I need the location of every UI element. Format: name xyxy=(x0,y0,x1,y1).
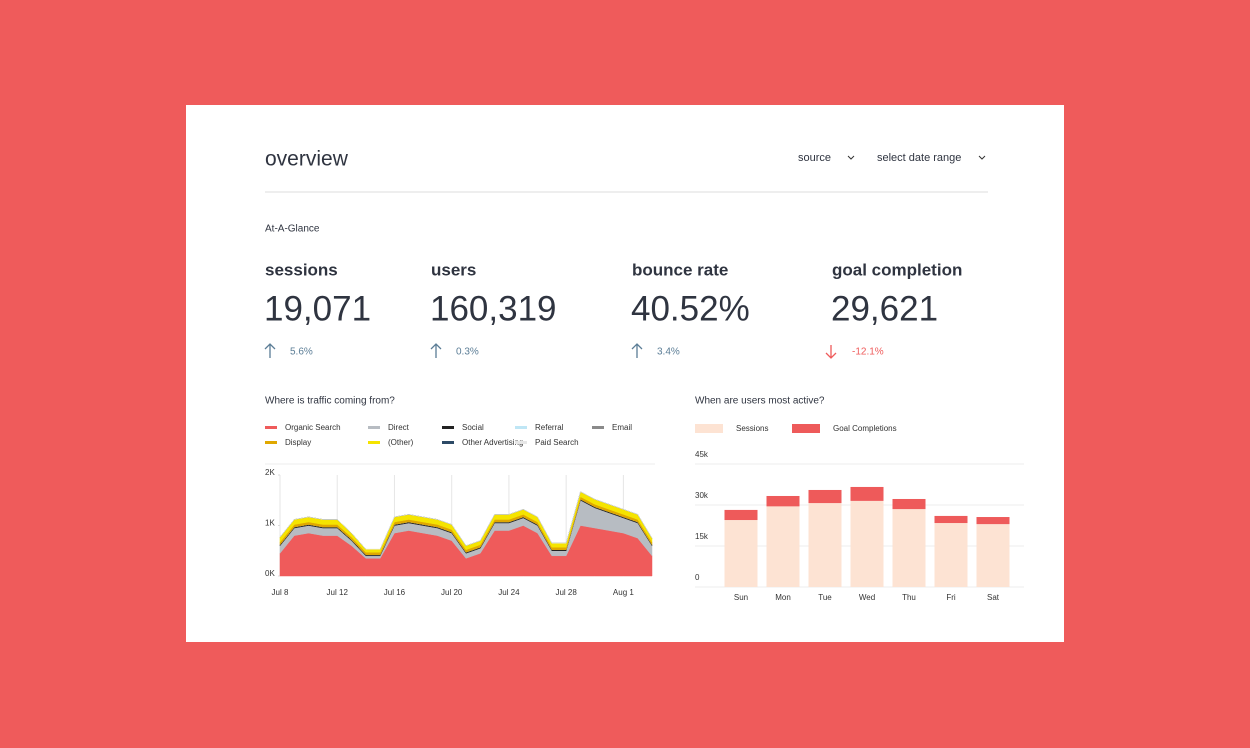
area xyxy=(279,491,653,550)
y-tick-label: 1K xyxy=(265,519,275,528)
kpi-value: 19,071 xyxy=(264,289,371,328)
kpi-value: 29,621 xyxy=(831,289,938,328)
trend-arrow xyxy=(825,345,837,359)
legend-label: Organic Search xyxy=(285,423,341,432)
bar xyxy=(850,500,884,587)
y-tick-label: 45k xyxy=(695,450,709,459)
chevron[interactable] xyxy=(847,155,855,160)
trend-arrow xyxy=(430,343,442,358)
legend-label: Social xyxy=(462,423,484,432)
bar xyxy=(976,524,1010,587)
legend-swatch xyxy=(592,426,604,429)
x-tick-label: Jul 28 xyxy=(555,588,577,597)
y-tick-label: 15k xyxy=(695,532,709,541)
kpi-change: 0.3% xyxy=(456,347,479,358)
chevron[interactable] xyxy=(978,155,986,160)
legend-swatch xyxy=(442,426,454,429)
bar xyxy=(808,503,842,587)
x-tick-label: Jul 12 xyxy=(327,588,349,597)
legend-label: (Other) xyxy=(388,438,414,447)
x-tick-label: Mon xyxy=(775,593,791,602)
x-tick-label: Thu xyxy=(902,593,916,602)
kpi-value: 160,319 xyxy=(430,289,557,328)
legend-label: Email xyxy=(612,423,632,432)
x-tick-label: Wed xyxy=(859,593,875,602)
legend-swatch xyxy=(515,426,527,429)
legend-label: Display xyxy=(285,438,311,447)
legend-swatch xyxy=(515,441,527,444)
kpi-change: 5.6% xyxy=(290,347,313,358)
x-tick-label: Aug 1 xyxy=(613,588,634,597)
bar xyxy=(892,498,926,510)
legend-swatch xyxy=(792,424,820,433)
page-title: overview xyxy=(265,148,349,171)
legend-label: Sessions xyxy=(736,424,768,433)
source-filter[interactable]: source xyxy=(798,152,831,164)
bar xyxy=(766,506,800,587)
legend-swatch xyxy=(442,441,454,444)
bar xyxy=(724,509,758,521)
bar xyxy=(976,517,1010,525)
date-filter[interactable]: select date range xyxy=(877,152,961,164)
x-tick-label: Tue xyxy=(818,593,832,602)
legend-label: Referral xyxy=(535,423,564,432)
legend-swatch xyxy=(368,441,380,444)
legend-label: Paid Search xyxy=(535,438,579,447)
bar xyxy=(850,486,884,501)
legend-label: Goal Completions xyxy=(833,424,897,433)
x-tick-label: Jul 20 xyxy=(441,588,463,597)
x-tick-label: Jul 8 xyxy=(272,588,289,597)
x-tick-label: Jul 16 xyxy=(384,588,406,597)
bar xyxy=(766,495,800,507)
y-tick-label: 30k xyxy=(695,491,709,500)
bar xyxy=(934,515,968,524)
kpi-change: -12.1% xyxy=(852,347,884,358)
legend-swatch xyxy=(265,441,277,444)
x-tick-label: Sun xyxy=(734,593,748,602)
kpi-change: 3.4% xyxy=(657,347,680,358)
kpi-label: sessions xyxy=(265,260,338,279)
section-title: At-A-Glance xyxy=(265,224,320,235)
bar xyxy=(934,523,968,587)
legend-swatch xyxy=(368,426,380,429)
y-tick-label: 0 xyxy=(695,573,700,582)
kpi-label: bounce rate xyxy=(632,260,728,279)
y-tick-label: 2K xyxy=(265,468,275,477)
y-tick-label: 0K xyxy=(265,569,275,578)
chart-title: Where is traffic coming from? xyxy=(265,396,395,407)
trend-arrow xyxy=(631,343,643,358)
bar xyxy=(892,509,926,587)
bar xyxy=(724,520,758,587)
bar xyxy=(808,489,842,504)
legend-label: Direct xyxy=(388,423,410,432)
trend-arrow xyxy=(264,343,276,358)
kpi-label: users xyxy=(431,260,476,279)
legend-label: Other Advertising xyxy=(462,438,523,447)
x-tick-label: Jul 24 xyxy=(498,588,520,597)
kpi-label: goal completion xyxy=(832,260,962,279)
x-tick-label: Fri xyxy=(946,593,956,602)
legend-swatch xyxy=(695,424,723,433)
kpi-value: 40.52% xyxy=(631,289,750,328)
chart-title: When are users most active? xyxy=(695,396,825,407)
legend-swatch xyxy=(265,426,277,429)
x-tick-label: Sat xyxy=(987,593,1000,602)
